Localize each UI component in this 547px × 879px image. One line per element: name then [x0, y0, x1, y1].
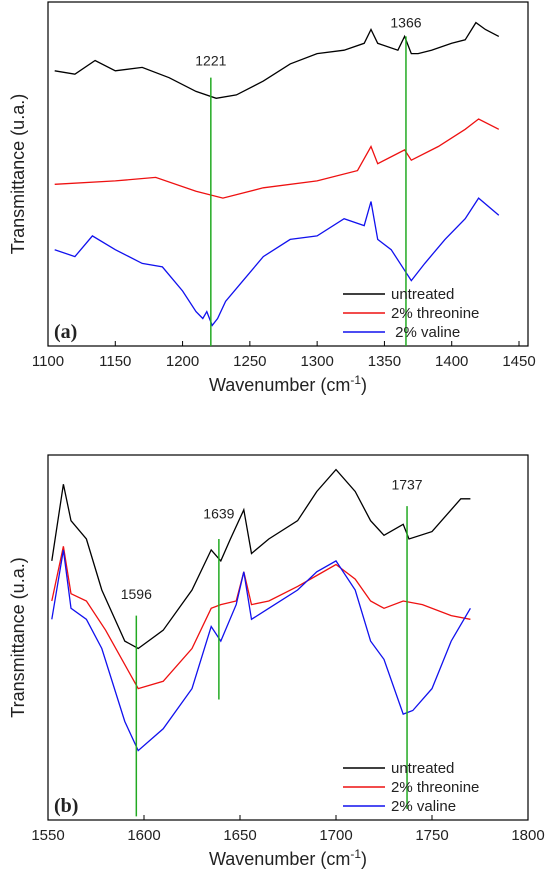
panel-label: (b): [54, 795, 78, 817]
x-tick-label: 1600: [127, 827, 160, 844]
x-axis-label: Wavenumber (cm-1): [209, 373, 367, 395]
x-axis-label-text: Wavenumber (cm: [209, 849, 350, 869]
legend-label: 2% valine: [391, 324, 460, 341]
x-axis-label: Wavenumber (cm-1): [209, 847, 367, 869]
x-axis-label-end: ): [361, 375, 367, 395]
series-line: [51, 546, 471, 690]
legend-label: untreated: [391, 760, 454, 777]
y-axis-label: Transmittance (u.a.): [8, 557, 28, 717]
series-line: [54, 197, 500, 327]
x-axis-label-sup: -1: [350, 373, 361, 387]
annotation-label: 1366: [390, 15, 421, 31]
annotation-label: 1596: [121, 586, 152, 602]
series-line: [54, 21, 500, 99]
x-tick-label: 1400: [435, 353, 468, 370]
x-tick-label: 1650: [223, 827, 256, 844]
plot-frame: [47, 1, 529, 347]
x-tick-label: 1200: [166, 353, 199, 370]
series-line: [51, 549, 471, 752]
x-tick-label: 1550: [31, 827, 64, 844]
x-tick-label: 1150: [99, 353, 131, 370]
legend-label: 2% valine: [391, 798, 456, 815]
y-axis-label: Transmittance (u.a.): [8, 94, 28, 254]
x-tick-label: 1750: [415, 827, 448, 844]
x-tick-label: 1800: [511, 827, 544, 844]
series-line: [54, 118, 500, 199]
x-tick-label: 1350: [368, 353, 401, 370]
x-tick-label: 1300: [300, 353, 333, 370]
x-axis-label-sup: -1: [350, 847, 361, 861]
x-tick-label: 1700: [319, 827, 352, 844]
plot-frame: [47, 454, 529, 821]
legend-label: 2% threonine: [391, 779, 479, 796]
panel-label: (a): [54, 321, 77, 343]
x-axis-label-end: ): [361, 849, 367, 869]
annotation-label: 1639: [203, 506, 234, 522]
legend-label: untreated: [391, 286, 454, 303]
x-axis-label-text: Wavenumber (cm: [209, 375, 350, 395]
series-line: [51, 468, 471, 650]
x-tick-label: 1100: [32, 353, 64, 370]
annotation-label: 1221: [195, 52, 226, 68]
x-tick-label: 1250: [233, 353, 266, 370]
x-tick-label: 1450: [502, 353, 535, 370]
annotation-label: 1737: [391, 477, 422, 493]
legend-label: 2% threonine: [391, 305, 479, 322]
